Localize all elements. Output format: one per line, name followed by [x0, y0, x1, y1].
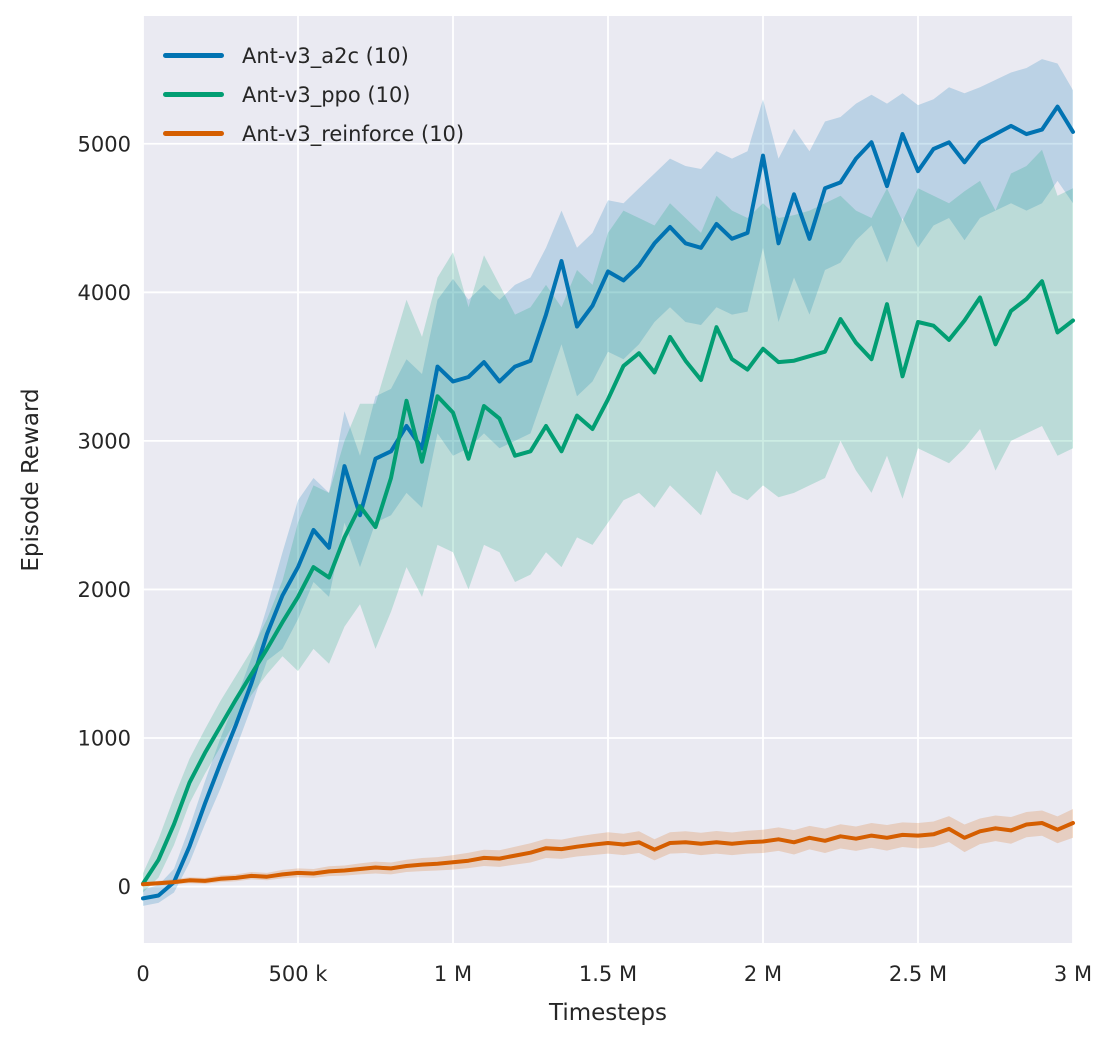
legend-label-reinforce: Ant-v3_reinforce (10) — [242, 121, 465, 146]
x-tick-label: 1.5 M — [579, 962, 637, 986]
legend-label-ppo: Ant-v3_ppo (10) — [242, 82, 411, 107]
series-line-0 — [141, 104, 1075, 901]
legend-item-reinforce: Ant-v3_reinforce (10) — [163, 114, 464, 153]
legend-line-sample-reinforce — [163, 131, 224, 136]
legend-line-sample-ppo — [163, 92, 224, 97]
x-tick-label: 500 k — [269, 962, 329, 986]
x-tick-label: 2.5 M — [889, 962, 947, 986]
legend: Ant-v3_a2c (10) Ant-v3_ppo (10) Ant-v3_r… — [163, 36, 464, 153]
y-tick-label: 2000 — [78, 578, 131, 602]
x-tick-label: 3 M — [1054, 962, 1092, 986]
y-axis-label: Episode Reward — [18, 388, 44, 572]
y-tick-label: 0 — [118, 875, 131, 899]
y-tick-label: 3000 — [78, 429, 131, 453]
legend-item-a2c: Ant-v3_a2c (10) — [163, 36, 464, 75]
confidence-band-1 — [143, 149, 1073, 893]
x-axis-label: Timesteps — [548, 1000, 668, 1026]
y-tick-label: 5000 — [78, 132, 131, 156]
y-tick-label: 4000 — [78, 281, 131, 305]
x-tick-label: 2 M — [744, 962, 782, 986]
x-tick-label: 0 — [136, 962, 149, 986]
x-tick-label: 1 M — [434, 962, 472, 986]
y-tick-label: 1000 — [78, 726, 131, 750]
series-line-1 — [141, 279, 1075, 886]
series-line-2 — [141, 821, 1075, 887]
legend-line-sample-a2c — [163, 53, 224, 58]
legend-label-a2c: Ant-v3_a2c (10) — [242, 43, 409, 68]
legend-item-ppo: Ant-v3_ppo (10) — [163, 75, 464, 114]
